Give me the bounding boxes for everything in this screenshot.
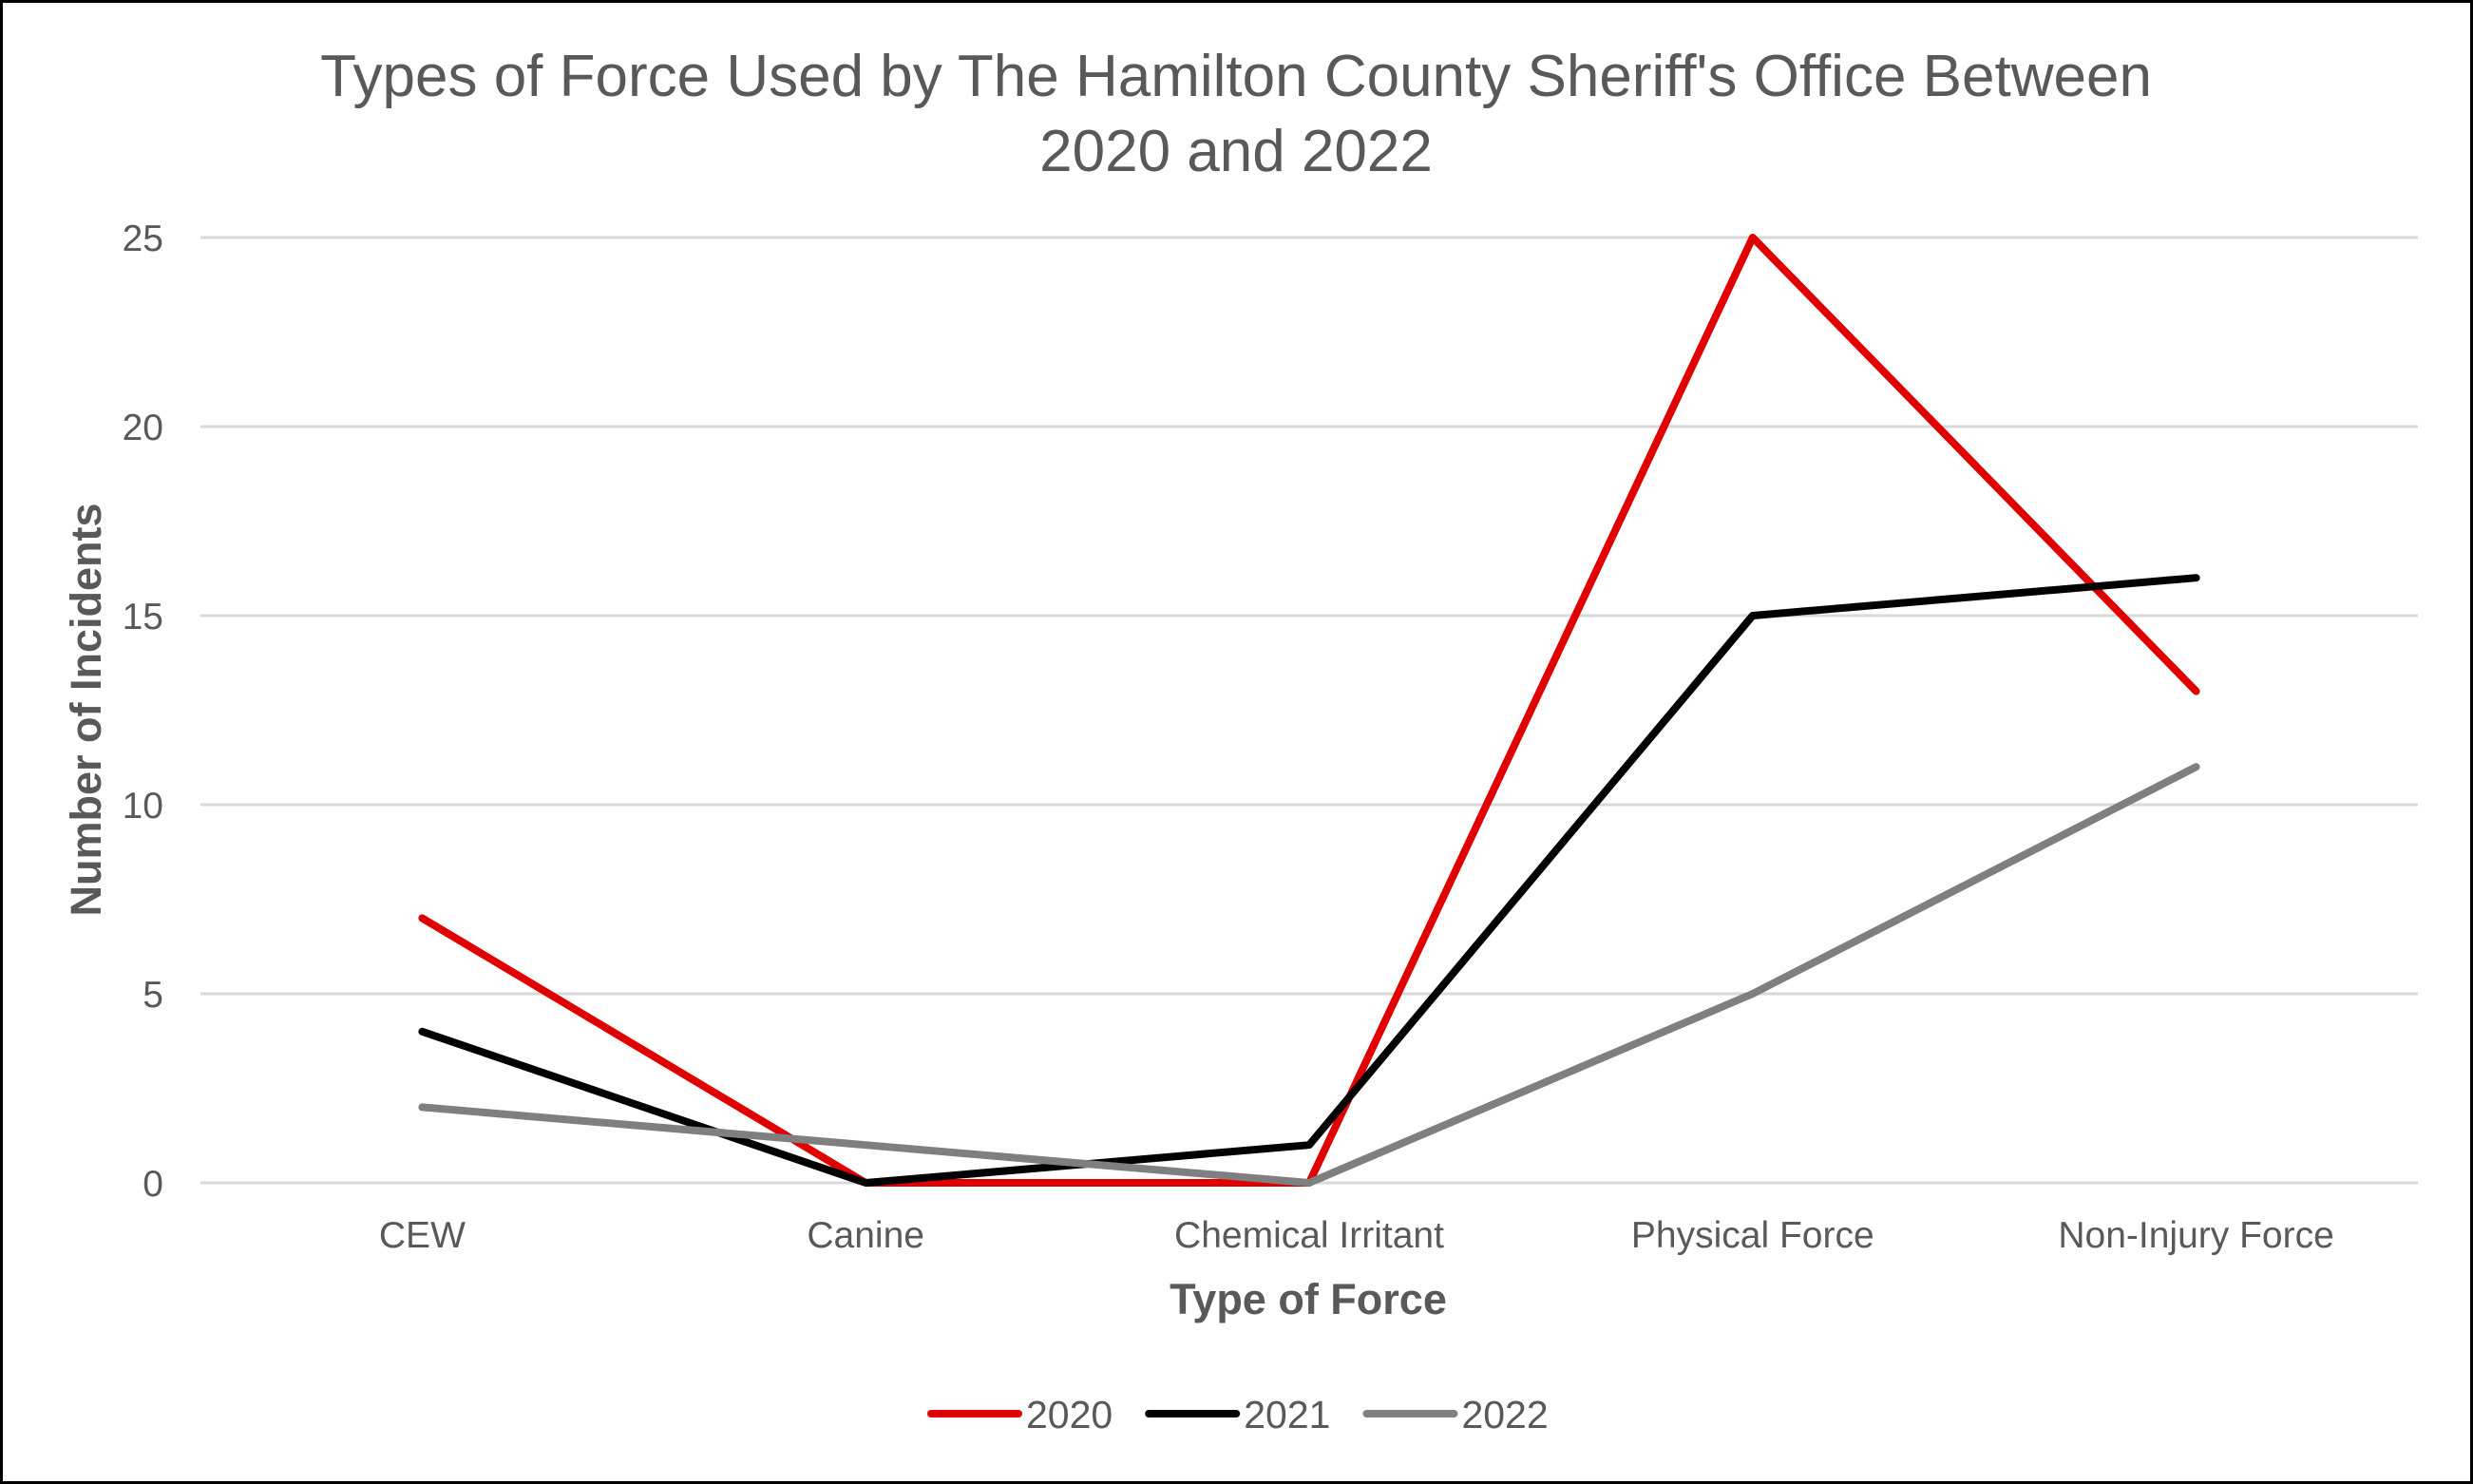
legend-label-2022: 2022	[1461, 1393, 1548, 1436]
y-tick-label: 25	[123, 219, 163, 259]
y-axis-ticks: 0 5 10 15 20 25	[123, 219, 163, 1205]
series-line-2022	[418, 763, 2200, 1187]
chart-title-line-1: Types of Force Used by The Hamilton Coun…	[320, 44, 2152, 109]
series-lines	[418, 234, 2200, 1187]
x-tick-label: Non-Injury Force	[2058, 1215, 2333, 1256]
y-tick-label: 15	[123, 597, 163, 637]
x-tick-label: Chemical Irritant	[1174, 1215, 1444, 1256]
y-axis-title: Number of Incidents	[62, 503, 110, 916]
series-line-2021	[418, 574, 2200, 1187]
legend-label-2020: 2020	[1026, 1393, 1113, 1436]
x-axis-title: Type of Force	[1170, 1275, 1447, 1323]
y-tick-label: 10	[123, 786, 163, 827]
chart-title-line-2: 2020 and 2022	[1039, 119, 1433, 184]
x-tick-label: Canine	[807, 1215, 924, 1256]
y-tick-label: 5	[143, 975, 163, 1016]
y-tick-label: 20	[123, 408, 163, 448]
gridlines	[200, 236, 2418, 1185]
x-tick-label: Physical Force	[1631, 1215, 1874, 1256]
x-tick-label: CEW	[379, 1215, 466, 1256]
legend-label-2021: 2021	[1244, 1393, 1330, 1436]
x-axis-ticks: CEW Canine Chemical Irritant Physical Force…	[379, 1215, 2334, 1256]
series-line-2020	[418, 234, 2200, 1187]
y-tick-label: 0	[143, 1164, 163, 1205]
legend: 2020 2021 2022	[927, 1393, 1549, 1436]
